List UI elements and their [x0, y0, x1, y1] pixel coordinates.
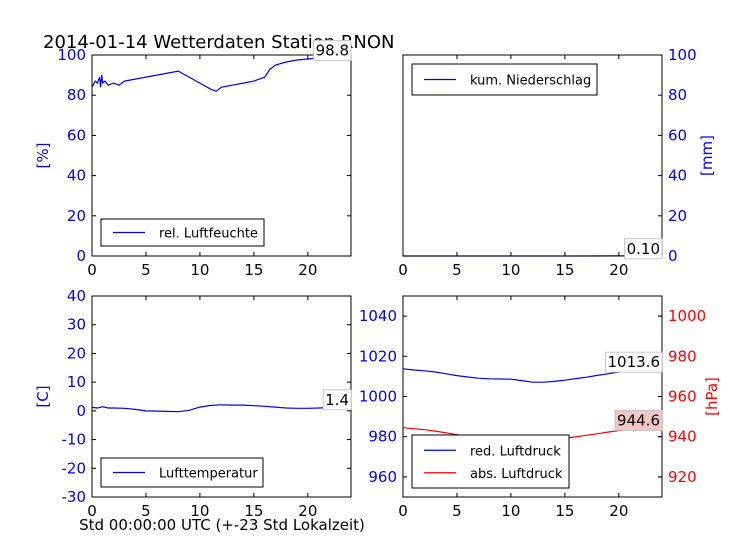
pressure-y2tick-label: 940 — [668, 428, 697, 446]
pressure-chart: 0 5 10 15 20 960 980 1000 1020 1040 920 940 960 980 10… — [359, 295, 721, 520]
precipitation-ytick-label: 80 — [668, 86, 687, 104]
temperature-ytick-label: -10 — [62, 431, 87, 449]
humidity-ytick-label: 60 — [67, 126, 86, 144]
pressure-annotation-box — [614, 410, 663, 431]
pressure-xtick-label: 20 — [609, 502, 628, 520]
pressure-ytick-label: 980 — [368, 428, 397, 446]
precipitation-xtick-label: 10 — [501, 261, 520, 279]
precipitation-ytick-label: 0 — [668, 247, 678, 265]
temperature-ytick-label: 0 — [76, 402, 86, 420]
temperature-ytick-label: 30 — [67, 316, 86, 334]
temperature-ytick-label: 40 — [67, 287, 86, 305]
humidity-ytick-label: 0 — [76, 247, 86, 265]
precipitation-legend-label-0: kum. Niederschlag — [470, 74, 591, 89]
humidity-xtick-label: 0 — [87, 261, 97, 279]
precipitation-ytick-label: 20 — [668, 207, 687, 225]
humidity-xtick-label: 20 — [298, 261, 317, 279]
temperature-ytick-label: 20 — [67, 344, 86, 362]
temperature-value-annotation: 1.4 — [325, 391, 349, 409]
precipitation-chart: 0 5 10 15 20 0 20 40 60 80 100 [mm] kum. Niederschla… — [398, 46, 716, 279]
humidity-value-annotation: 98.8 — [316, 41, 349, 59]
temperature-ytick-label: -30 — [62, 488, 87, 506]
humidity-ytick-label: 80 — [67, 86, 86, 104]
temperature-series-line-0 — [91, 404, 352, 413]
pressure-legend-box — [411, 434, 570, 489]
pressure-y2tick-label: 1000 — [668, 307, 706, 325]
humidity-xtick-label: 5 — [141, 261, 151, 279]
temperature-legend-label-0: Lufttemperatur — [159, 467, 258, 482]
pressure-y2tick-label: 960 — [668, 388, 697, 406]
temperature-xtick-label: 15 — [244, 502, 263, 520]
temperature-annotation-box — [322, 389, 352, 411]
pressure-y2tick-label: 980 — [668, 347, 697, 365]
precipitation-ylabel: [mm] — [698, 135, 716, 176]
precipitation-ytick-label: 60 — [668, 126, 687, 144]
humidity-ytick-label: 40 — [67, 167, 86, 185]
precipitation-plot-frame — [402, 54, 663, 257]
humidity-ylabel: [%] — [34, 143, 52, 169]
figure-title: 2014-01-14 Wetterdaten Station RNON — [43, 32, 394, 53]
pressure-ytick-label: 1000 — [359, 388, 397, 406]
precipitation-xtick-label: 20 — [609, 261, 628, 279]
humidity-ytick-label: 20 — [67, 207, 86, 225]
humidity-series-line-0 — [91, 56, 351, 92]
humidity-legend-label-0: rel. Luftfeuchte — [159, 227, 258, 242]
humidity-plot-frame — [91, 54, 352, 257]
humidity-ytick-label: 100 — [57, 46, 86, 64]
humidity-xtick-label: 15 — [244, 261, 263, 279]
humidity-chart: 0 5 10 15 20 0 20 40 60 80 100 [%] rel. Luftfeuchte 9… — [34, 40, 352, 279]
pressure-y2label: [hPa] — [703, 377, 721, 416]
temperature-chart: 0 5 10 15 20 -30 -20 -10 0 10 20 30 40 [C] Lufttempera… — [34, 287, 352, 520]
temperature-xtick-label: 20 — [298, 502, 317, 520]
pressure-value-annotation: 944.6 — [617, 411, 660, 429]
precipitation-xtick-label: 5 — [452, 261, 462, 279]
pressure-xtick-label: 15 — [555, 502, 574, 520]
pressure-legend-label-0: red. Luftdruck — [470, 444, 561, 459]
precipitation-ytick-label: 40 — [668, 167, 687, 185]
temperature-ytick-label: 10 — [67, 373, 86, 391]
pressure-ytick-label: 1020 — [359, 347, 397, 365]
precipitation-ytick-label: 100 — [668, 46, 697, 64]
temperature-xtick-label: 10 — [190, 502, 209, 520]
humidity-xtick-label: 10 — [190, 261, 209, 279]
pressure-xtick-label: 0 — [398, 502, 408, 520]
pressure-annotation-box — [605, 351, 663, 373]
humidity-annotation-box — [313, 40, 352, 61]
precipitation-xtick-label: 15 — [555, 261, 574, 279]
figure-xlabel: Std 00:00:00 UTC (+-23 Std Lokalzeit) — [79, 516, 365, 534]
pressure-xtick-label: 5 — [452, 502, 462, 520]
pressure-value-annotation: 1013.6 — [608, 353, 661, 371]
pressure-y2tick-label: 920 — [668, 468, 697, 486]
temperature-xtick-label: 5 — [141, 502, 151, 520]
precipitation-value-annotation: 0.10 — [627, 240, 660, 258]
temperature-ylabel: [C] — [34, 385, 52, 407]
temperature-ytick-label: -20 — [62, 459, 87, 477]
pressure-legend-label-1: abs. Luftdruck — [470, 467, 563, 482]
precipitation-annotation-box — [624, 238, 663, 260]
pressure-ytick-label: 960 — [368, 468, 397, 486]
temperature-xtick-label: 0 — [87, 502, 97, 520]
pressure-ytick-label: 1040 — [359, 307, 397, 325]
precipitation-xtick-label: 0 — [398, 261, 408, 279]
pressure-xtick-label: 10 — [501, 502, 520, 520]
